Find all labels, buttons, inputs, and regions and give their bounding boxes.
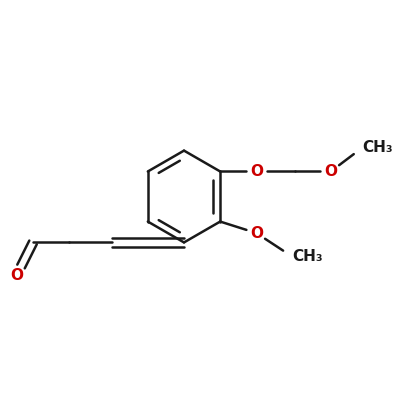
Text: O: O <box>250 226 263 240</box>
Text: CH₃: CH₃ <box>362 140 393 155</box>
Text: O: O <box>250 164 263 179</box>
Text: O: O <box>10 268 23 283</box>
Text: CH₃: CH₃ <box>292 249 322 264</box>
Text: O: O <box>324 164 337 179</box>
